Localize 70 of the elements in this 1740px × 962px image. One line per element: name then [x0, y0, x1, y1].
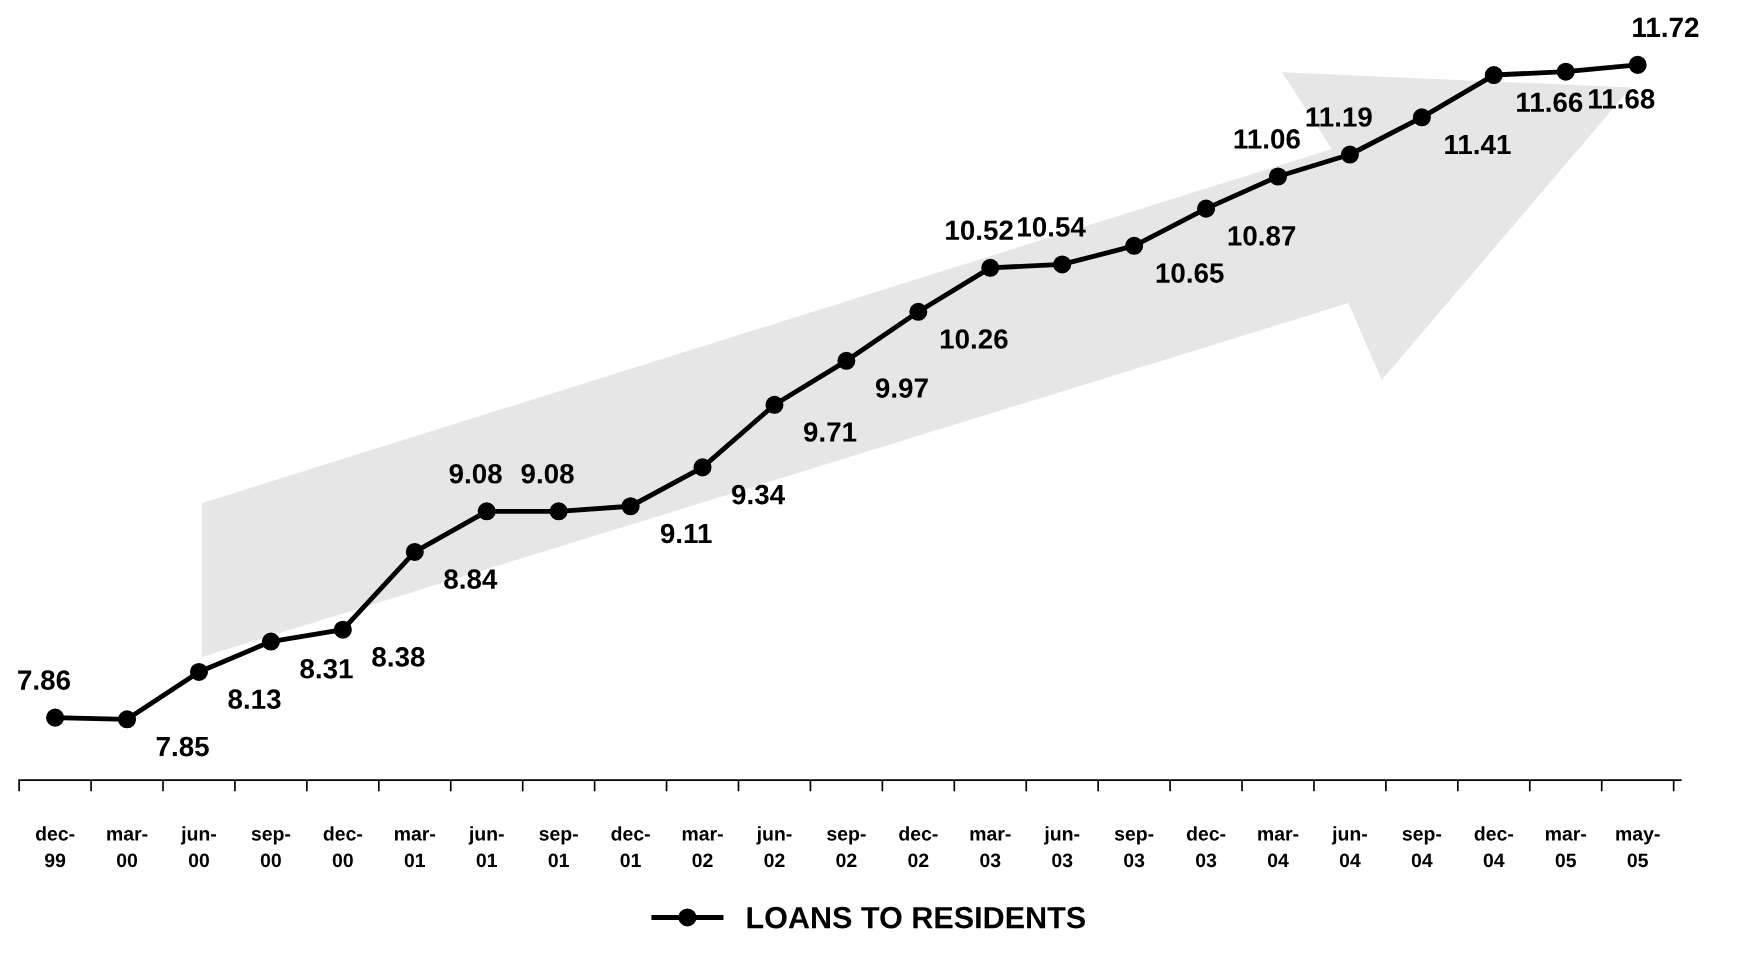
point	[1053, 255, 1072, 274]
x-tick-label: dec- 01	[611, 826, 650, 868]
point	[333, 620, 352, 639]
x-tick-label: sep- 03	[1114, 829, 1154, 868]
data-label: 8.13	[228, 689, 281, 710]
point	[405, 542, 424, 561]
data-label: 8.84	[444, 569, 498, 589]
x-tick-label: sep- 01	[539, 829, 578, 868]
data-label: 10.54	[1018, 217, 1086, 237]
data-label: 10.87	[1228, 226, 1296, 246]
x-tick-label: jun- 02	[756, 826, 792, 868]
data-label: 8.38	[372, 647, 425, 667]
legend-label: LOANS TO RESIDENTS	[747, 906, 1085, 929]
point	[1125, 236, 1144, 255]
data-label: 11.66	[1517, 92, 1583, 113]
point	[477, 502, 496, 521]
x-tick-label: dec- 04	[1474, 826, 1514, 868]
data-label: 9.08	[449, 463, 502, 484]
data-label: 11.72	[1633, 17, 1699, 37]
x-tick-label: sep- 02	[827, 829, 866, 868]
point	[549, 502, 568, 521]
x-tick-label: mar- 00	[107, 829, 148, 868]
point	[189, 662, 209, 682]
point	[46, 708, 65, 727]
x-tick-label: sep- 04	[1402, 829, 1442, 868]
x-tick-label: dec- 03	[1186, 826, 1226, 868]
x-tick-label: jun- 03	[1044, 826, 1080, 868]
data-label: 11.68	[1589, 89, 1655, 109]
x-tick-label: jun- 04	[1331, 826, 1367, 868]
x-tick-label: mar- 05	[1545, 829, 1587, 868]
x-tick-label: dec- 02	[899, 826, 938, 868]
data-label: 10.65	[1156, 263, 1224, 283]
point	[837, 351, 856, 370]
data-label: 9.97	[875, 378, 928, 398]
point	[1268, 167, 1288, 186]
data-label: 11.06	[1234, 129, 1300, 149]
point	[765, 395, 784, 414]
point	[909, 302, 928, 321]
x-tick-label: mar- 01	[394, 829, 436, 868]
x-tick-label: jun- 01	[468, 826, 504, 868]
point	[1197, 199, 1216, 218]
point	[981, 258, 1000, 277]
point	[1412, 108, 1431, 127]
data-label: 11.19	[1306, 107, 1372, 127]
data-label: 10.52	[946, 220, 1013, 241]
point	[621, 497, 640, 516]
x-tick-label: mar- 02	[682, 829, 723, 868]
point	[693, 458, 712, 477]
point	[261, 632, 280, 651]
x-tick-label: jun- 00	[180, 826, 217, 868]
x-tick-label: may- 05	[1616, 829, 1660, 868]
point	[1556, 62, 1575, 81]
x-tick-label: sep- 00	[251, 829, 291, 868]
data-label: 9.08	[521, 463, 574, 484]
x-tick-label: dec- 00	[323, 826, 363, 868]
data-label: 7.85	[156, 736, 209, 757]
point	[1484, 66, 1503, 85]
x-tick-label: mar- 04	[1258, 829, 1299, 868]
data-label: 8.31	[300, 658, 353, 679]
point	[1628, 55, 1647, 74]
data-label: 10.26	[940, 329, 1008, 349]
point	[118, 710, 137, 729]
data-label: 9.11	[660, 523, 712, 544]
data-label: 11.41	[1445, 135, 1511, 155]
data-label: 7.86	[18, 670, 71, 690]
data-label: 9.71	[803, 422, 857, 442]
point	[1340, 145, 1359, 164]
data-label: 9.34	[732, 484, 785, 505]
x-tick-label: dec- 99	[35, 826, 75, 868]
x-tick-label: mar- 03	[970, 829, 1011, 868]
